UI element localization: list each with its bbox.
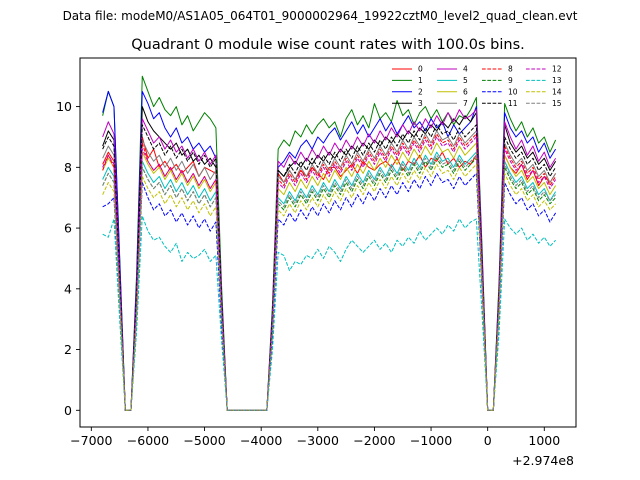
x-tick-label: 1000: [528, 433, 560, 448]
series-layer: [102, 75, 557, 411]
legend-label-0: 0: [418, 65, 423, 74]
legend-label-1: 1: [418, 76, 423, 85]
legend-label-8: 8: [508, 65, 513, 74]
legend-label-12: 12: [552, 65, 562, 74]
legend-label-5: 5: [463, 76, 468, 85]
legend-label-7: 7: [463, 99, 468, 108]
figure-suptitle: Data file: modeM0/AS1A05_064T01_90000029…: [63, 9, 578, 23]
x-offset-label: +2.974e8: [512, 453, 574, 468]
x-tick-label: −3000: [297, 433, 339, 448]
series-line-15: [102, 154, 556, 411]
series-line-13: [102, 215, 556, 411]
legend-label-6: 6: [463, 87, 468, 96]
legend-label-10: 10: [508, 87, 518, 96]
y-tick-label: 10: [56, 99, 72, 114]
y-tick-label: 4: [64, 281, 72, 296]
legend-label-11: 11: [508, 99, 518, 108]
legend-label-3: 3: [418, 99, 423, 108]
x-tick-label: −6000: [127, 433, 169, 448]
legend-label-14: 14: [552, 87, 562, 96]
y-tick-label: 2: [64, 342, 72, 357]
x-tick-label: −1000: [410, 433, 452, 448]
x-tick-label: −4000: [240, 433, 282, 448]
x-tick-label: −2000: [353, 433, 395, 448]
x-tick-label: −5000: [183, 433, 225, 448]
axes-frame: [79, 57, 577, 428]
legend-label-2: 2: [418, 87, 423, 96]
legend-label-13: 13: [552, 76, 562, 85]
chart-title: Quadrant 0 module wise count rates with …: [131, 37, 525, 53]
legend-label-9: 9: [508, 76, 513, 85]
legend-label-15: 15: [552, 99, 562, 108]
legend-label-4: 4: [463, 65, 468, 74]
series-line-11: [102, 124, 557, 411]
y-tick-label: 6: [64, 221, 72, 236]
x-tick-label: 0: [484, 433, 492, 448]
y-tick-label: 8: [64, 160, 72, 175]
y-axis: 0 2 4 6 8 10: [56, 99, 80, 418]
series-line-14: [102, 163, 556, 411]
x-tick-label: −7000: [70, 433, 112, 448]
y-tick-label: 0: [64, 403, 72, 418]
series-line-12: [102, 136, 557, 411]
x-axis: −7000 −6000 −5000 −4000 −3000 −2000 −1000 0 1000: [70, 427, 560, 448]
